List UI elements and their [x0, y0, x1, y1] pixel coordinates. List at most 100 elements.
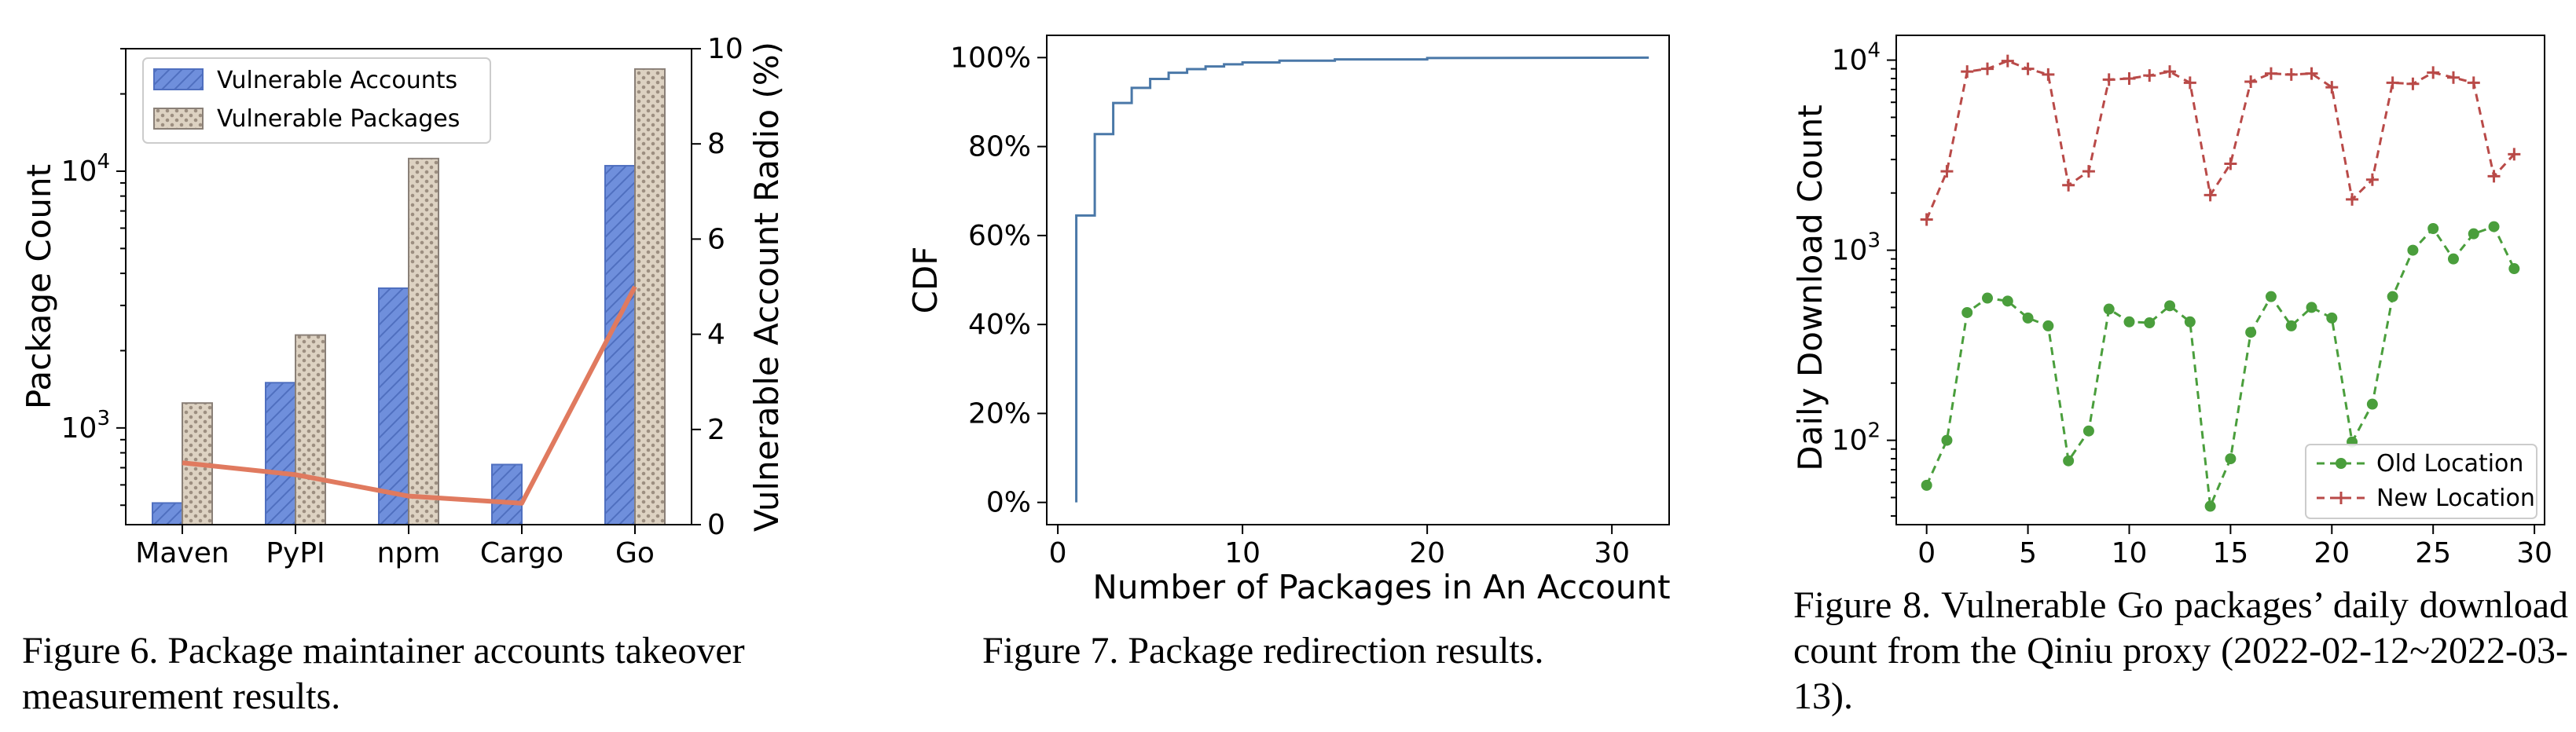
plot-frame — [1895, 35, 2545, 525]
point-new-location — [2082, 165, 2095, 178]
point-new-location — [2365, 173, 2379, 186]
y-axis-label: Daily Download Count — [1791, 104, 1829, 470]
figure-7-chart: 0 10 20 30 0% 20% 40% 60% 80% 100% Number of Packa… — [906, 35, 1671, 606]
y-right-axis-label: Vulnerable Account Radio (%) — [747, 42, 786, 532]
point-old-location — [2447, 253, 2459, 265]
bar-accounts — [152, 502, 183, 525]
x-tick-label: 10 — [1224, 537, 1260, 569]
point-old-location — [2366, 398, 2378, 410]
point-old-location — [2488, 221, 2500, 232]
point-new-location — [2062, 178, 2075, 192]
x-tick-label: Maven — [135, 537, 229, 569]
point-old-location — [1921, 479, 1932, 491]
y-tick-label: 103 — [1832, 229, 1881, 267]
x-tick-label: PyPI — [266, 537, 325, 569]
point-old-location — [1961, 306, 1973, 318]
bar-accounts — [265, 382, 296, 525]
x-tick-label: 30 — [2516, 537, 2552, 569]
point-new-location — [2163, 65, 2177, 79]
point-new-location — [1920, 213, 1933, 226]
bar-accounts — [378, 287, 409, 525]
point-old-location — [2164, 300, 2176, 312]
point-new-location — [2102, 73, 2115, 86]
x-tick-label: 0 — [1917, 537, 1936, 569]
x-axis-label: Number of Packages in An Account — [1092, 568, 1670, 606]
x-tick-label: Cargo — [480, 537, 563, 569]
point-old-location — [2022, 312, 2034, 324]
point-old-location — [2042, 320, 2054, 331]
point-new-location — [2446, 71, 2460, 84]
point-old-location — [2184, 316, 2196, 328]
y-tick-label: 20% — [968, 397, 1031, 430]
point-new-location — [2143, 69, 2156, 82]
x-tick-label: 15 — [2212, 537, 2248, 569]
figure-8-caption: Figure 8. Vulnerable Go packages’ daily … — [1793, 584, 2568, 717]
figure-7-caption: Figure 7. Package redirection results. — [982, 630, 1544, 672]
y-tick-label: 40% — [968, 309, 1031, 341]
x-tick-label: 30 — [1594, 537, 1630, 569]
point-new-location — [1981, 62, 1994, 75]
legend-marker-new-location — [2335, 492, 2347, 504]
point-old-location — [2326, 312, 2338, 324]
point-new-location — [2386, 76, 2399, 90]
point-old-location — [2245, 327, 2257, 339]
point-new-location — [1940, 165, 1954, 178]
point-new-location — [2224, 157, 2237, 170]
y-tick-label: 80% — [968, 131, 1031, 163]
point-new-location — [2508, 148, 2521, 161]
bar-packages — [295, 334, 326, 525]
point-old-location — [2265, 291, 2277, 302]
point-old-location — [2225, 453, 2237, 465]
y-axis-label: CDF — [906, 247, 945, 314]
cdf-line — [1075, 56, 1649, 503]
y-tick-label: 0% — [986, 487, 1031, 519]
y-right-tick-label: 8 — [707, 128, 725, 160]
point-old-location — [2204, 500, 2216, 512]
plot-frame — [1046, 35, 1670, 525]
point-new-location — [2244, 75, 2258, 89]
point-old-location — [1941, 434, 1953, 446]
point-new-location — [2325, 81, 2339, 94]
point-new-location — [2284, 68, 2298, 81]
y-axis-label: Package Count — [20, 164, 58, 409]
y-tick-label: 100% — [950, 42, 1031, 74]
x-tick-label: npm — [377, 537, 441, 569]
y-tick-label: 60% — [968, 220, 1031, 252]
legend-swatch-packages — [153, 108, 204, 130]
legend-label-old-location: Old Location — [2376, 450, 2523, 478]
x-tick-label: 0 — [1049, 537, 1067, 569]
point-new-location — [2406, 77, 2420, 90]
bar-accounts — [604, 165, 636, 525]
point-new-location — [2001, 54, 2014, 68]
point-new-location — [2427, 66, 2440, 79]
point-new-location — [2021, 62, 2035, 75]
point-old-location — [2103, 303, 2115, 315]
x-tick-label: 10 — [2112, 537, 2148, 569]
figure-6-caption: Figure 6. Package maintainer accounts ta… — [22, 630, 745, 717]
y-right-tick-label: 2 — [707, 414, 725, 446]
point-new-location — [2346, 192, 2359, 206]
point-old-location — [2508, 263, 2520, 275]
point-old-location — [2082, 425, 2094, 437]
bar-packages — [634, 68, 666, 525]
point-new-location — [2305, 67, 2318, 80]
legend-label-new-location: New Location — [2376, 485, 2535, 512]
x-tick-label: 5 — [2019, 537, 2037, 569]
legend-label-accounts: Vulnerable Accounts — [217, 67, 457, 94]
y-tick-label: 103 — [61, 407, 110, 445]
x-tick-label: 20 — [2314, 537, 2350, 569]
x-tick-label: 25 — [2415, 537, 2451, 569]
y-right-tick-label: 0 — [707, 509, 725, 541]
point-old-location — [2063, 455, 2075, 467]
legend-marker-old-location — [2336, 458, 2347, 469]
x-tick-label: Go — [615, 537, 655, 569]
point-new-location — [1961, 65, 1974, 79]
y-tick-label: 102 — [1832, 419, 1881, 457]
point-old-location — [2468, 228, 2479, 240]
legend-label-packages: Vulnerable Packages — [217, 105, 460, 133]
point-old-location — [2427, 222, 2439, 234]
legend-box — [142, 57, 491, 144]
series-line-new-location — [1925, 59, 2515, 221]
